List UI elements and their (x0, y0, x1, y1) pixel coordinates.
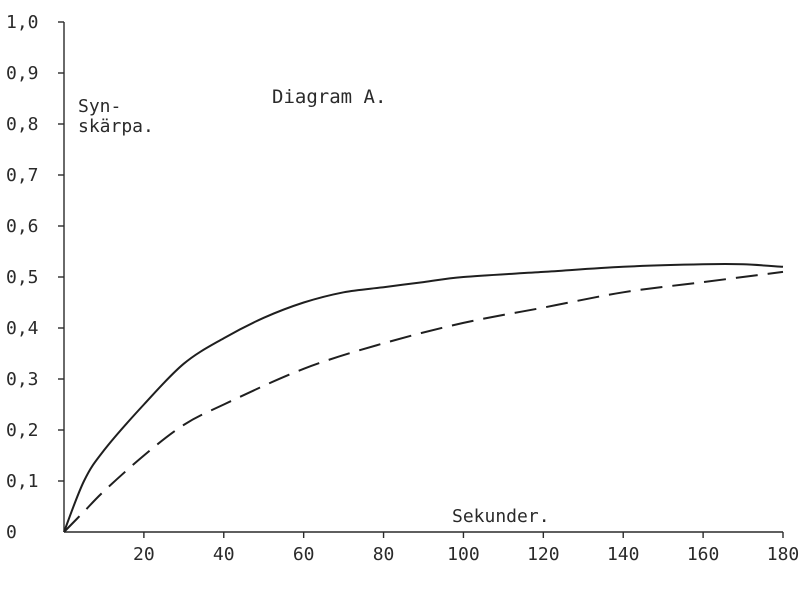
series-line-solid (63, 262, 784, 533)
y-tick-label: 0,1 (6, 471, 39, 492)
x-tick-label: 120 (527, 544, 560, 565)
y-axis-label-line-2: skärpa. (78, 116, 154, 137)
x-tick-label: 100 (447, 544, 480, 565)
x-tick-label: 20 (133, 544, 155, 565)
chart-title: Diagram A. (272, 86, 386, 108)
y-tick-label: 0,6 (6, 216, 39, 237)
x-tick-label: 40 (213, 544, 235, 565)
y-tick-label: 0,5 (6, 267, 39, 288)
axes (63, 22, 783, 533)
series-group (63, 262, 784, 533)
x-tick-label: 180 (767, 544, 800, 565)
x-tick-label: 60 (293, 544, 315, 565)
y-ticks: 0 0,1 0,2 0,3 0,4 0,5 0,6 0,7 0,8 0,9 1,0 (6, 12, 64, 543)
series-line-dashed (63, 270, 784, 533)
x-tick-label: 160 (687, 544, 720, 565)
y-tick-label: 1,0 (6, 12, 39, 33)
y-tick-label: 0,7 (6, 165, 39, 186)
x-tick-label: 140 (607, 544, 640, 565)
y-tick-label: 0,2 (6, 420, 39, 441)
x-tick-label: 80 (373, 544, 395, 565)
y-tick-label: 0,9 (6, 63, 39, 84)
x-ticks: 20 40 60 80 100 120 140 160 180 (133, 532, 799, 565)
y-tick-label: 0 (6, 522, 17, 543)
y-tick-label: 0,8 (6, 114, 39, 135)
y-tick-label: 0,3 (6, 369, 39, 390)
y-tick-label: 0,4 (6, 318, 39, 339)
y-axis-label-line-1: Syn- (78, 96, 121, 117)
x-axis-label: Sekunder. (452, 506, 550, 527)
